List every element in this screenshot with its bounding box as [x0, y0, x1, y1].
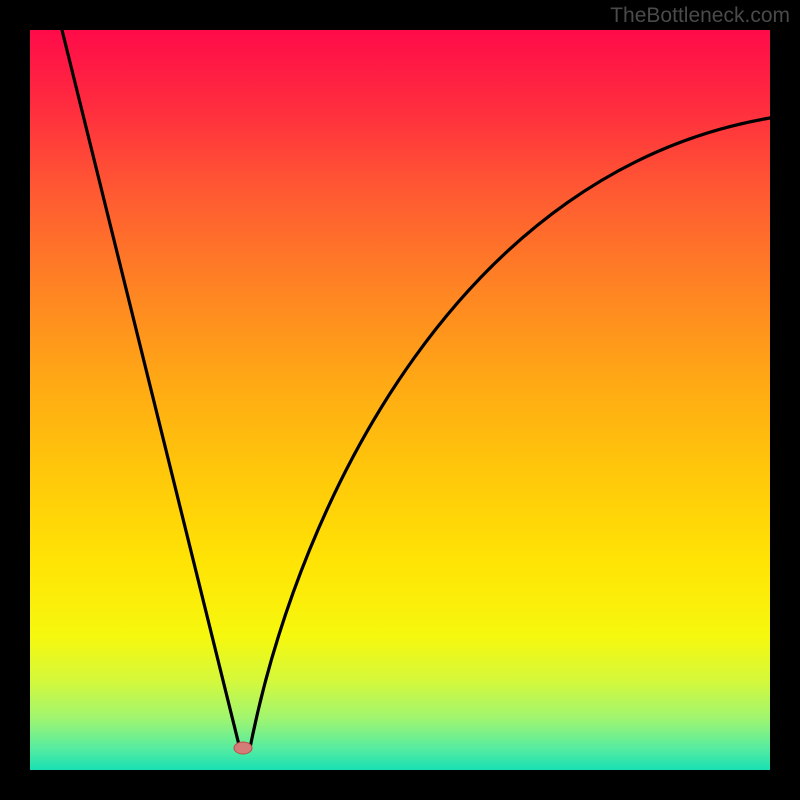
chart-svg [0, 0, 800, 800]
minimum-marker [234, 742, 252, 754]
plot-background [30, 30, 770, 770]
watermark-text: TheBottleneck.com [610, 4, 790, 28]
chart-frame: TheBottleneck.com [0, 0, 800, 800]
